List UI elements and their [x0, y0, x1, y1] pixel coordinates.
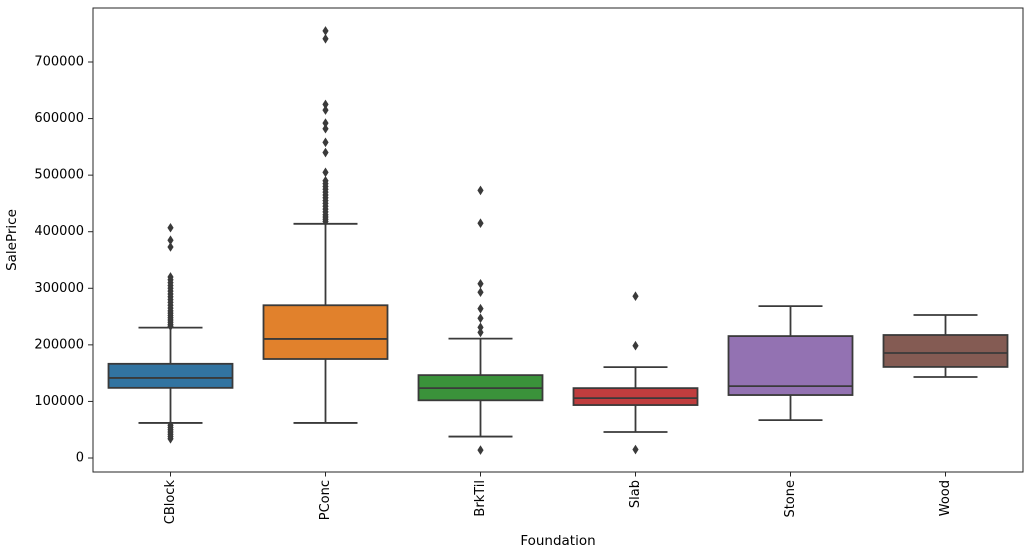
y-tick-label: 100000 [34, 394, 84, 409]
outlier-point [477, 303, 484, 314]
outlier-point [477, 445, 484, 455]
outlier-point [322, 216, 329, 227]
outlier-point [632, 340, 639, 351]
outlier-point [322, 105, 329, 115]
x-axis-label: Foundation [520, 533, 596, 549]
outlier-point [632, 444, 639, 455]
outlier-point [477, 278, 484, 289]
x-tick-label: CBlock [163, 480, 178, 525]
y-tick-label: 400000 [34, 224, 84, 239]
x-tick-label: Slab [628, 480, 643, 508]
plot-frame [92, 7, 1024, 473]
y-tick-label: 0 [76, 451, 84, 466]
box-slab [572, 387, 699, 406]
y-tick-label: 200000 [34, 337, 84, 352]
outlier-point [477, 327, 484, 338]
box-stone [727, 335, 854, 396]
outlier-point [322, 167, 329, 178]
outlier-point [322, 147, 329, 158]
x-tick-label: Wood [938, 480, 953, 516]
outlier-point [167, 235, 174, 246]
outlier-point [322, 99, 329, 110]
outlier-point [322, 34, 329, 44]
outlier-point [477, 287, 484, 298]
outlier-point [477, 322, 484, 333]
y-tick-label: 700000 [34, 55, 84, 70]
outlier-point [322, 26, 329, 36]
outlier-point [167, 321, 174, 331]
outlier-point [632, 291, 639, 302]
y-tick-label: 300000 [34, 281, 84, 296]
x-tick-label: PConc [318, 480, 333, 520]
y-tick-label: 600000 [34, 111, 84, 126]
outlier-point [477, 218, 484, 229]
box-wood [882, 334, 1009, 368]
box-pconc [262, 304, 389, 360]
outlier-point [167, 222, 174, 233]
y-tick-label: 500000 [34, 168, 84, 183]
outlier-point [477, 185, 484, 196]
x-tick-label: Stone [783, 480, 798, 518]
outlier-point [322, 123, 329, 134]
x-tick-label: BrkTil [473, 480, 488, 517]
outlier-point [322, 137, 329, 148]
outlier-point [322, 118, 329, 128]
outlier-point [167, 433, 174, 444]
y-axis-label: SalePrice [4, 209, 20, 271]
outlier-point [477, 313, 484, 324]
box-cblock [107, 362, 234, 389]
outlier-point [167, 242, 174, 252]
